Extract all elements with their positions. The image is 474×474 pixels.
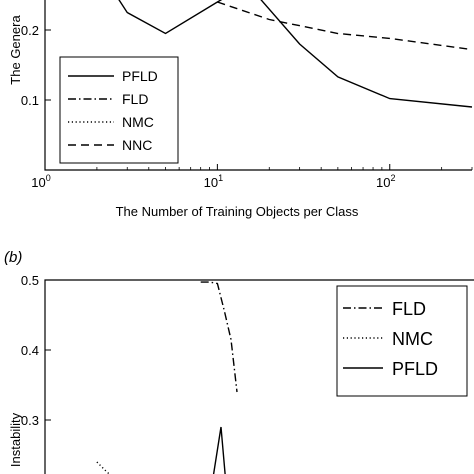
legend-label: PFLD (122, 68, 158, 84)
series-line-pfld (118, 0, 473, 108)
panel-b: (b) 0.3 0.4 0.5 Instability FLD NMC PFLD (4, 249, 474, 474)
legend-label: FLD (122, 91, 148, 107)
legend-label: PFLD (392, 359, 438, 379)
legend-box-a (59, 56, 179, 164)
legend-label: NMC (122, 114, 154, 130)
x-axis-label: The Number of Training Objects per Class (116, 204, 359, 219)
panel-a: 100 101 102 0.1 0.2 The Number of Training Ob… (8, 0, 473, 219)
y-tick-label: 0.4 (21, 343, 39, 358)
series-line-pfld (212, 426, 226, 474)
y-tick-label: 0.1 (21, 93, 39, 108)
panel-label: (b) (4, 249, 22, 266)
y-tick-label: 0.3 (21, 413, 39, 428)
series-line-fld (200, 281, 238, 393)
y-axis-label: The Genera (8, 15, 23, 85)
y-tick-label: 0.5 (21, 273, 39, 288)
legend-label: NNC (122, 137, 152, 153)
legend-label: NMC (392, 329, 433, 349)
y-axis-label: Instability (8, 412, 23, 467)
series-line-nnc (217, 1, 473, 51)
legend-label: FLD (392, 299, 426, 319)
x-tick-label: 100 (31, 173, 50, 190)
x-tick-label: 102 (376, 173, 395, 190)
x-tick-label: 101 (204, 173, 223, 190)
y-tick-label: 0.2 (21, 23, 39, 38)
series-line-nmc (96, 461, 111, 474)
legend-box-b (336, 285, 468, 397)
